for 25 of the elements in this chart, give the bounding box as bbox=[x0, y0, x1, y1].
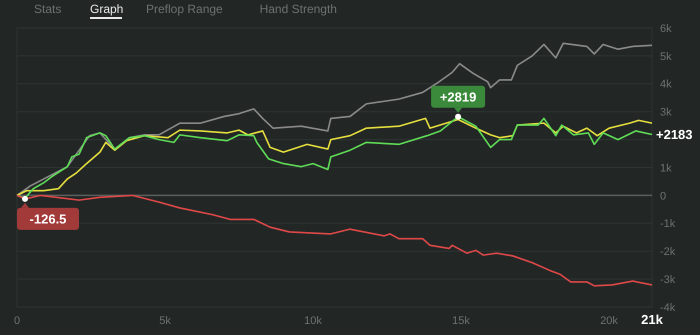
y-tick-label: 6k bbox=[660, 22, 672, 35]
x-tick-label: 20k bbox=[600, 315, 618, 327]
x-tick-label: 21k bbox=[641, 312, 664, 327]
y-tick-label: 0 bbox=[660, 190, 666, 202]
y-tick-label: -2k bbox=[660, 246, 676, 258]
text: Preflop Range bbox=[146, 2, 224, 16]
y-tick-label: 1k bbox=[660, 162, 672, 174]
text: Hand Strength bbox=[260, 2, 337, 16]
y-tick-label: 5k bbox=[660, 50, 672, 63]
line-series bbox=[16, 42, 653, 196]
text: Stats bbox=[34, 2, 62, 16]
x-tick-label: 5k bbox=[159, 315, 172, 327]
text: Graph bbox=[90, 2, 124, 16]
y-tick-label: -3k bbox=[660, 274, 676, 286]
y-tick-label: 3k bbox=[660, 106, 672, 119]
line-series bbox=[16, 194, 653, 287]
y-tick-label: -4k bbox=[660, 302, 676, 314]
y-tick-label: -1k bbox=[660, 218, 676, 230]
x-tick-label: 15k bbox=[452, 315, 470, 327]
x-tick-label: 10k bbox=[304, 315, 322, 327]
annotation: -126.5 bbox=[30, 211, 66, 226]
x-tick-label: 0 bbox=[14, 315, 20, 327]
y-tick-label: 4k bbox=[660, 78, 672, 91]
annotation: +2183 bbox=[656, 127, 693, 142]
annotation: +2819 bbox=[440, 89, 476, 104]
